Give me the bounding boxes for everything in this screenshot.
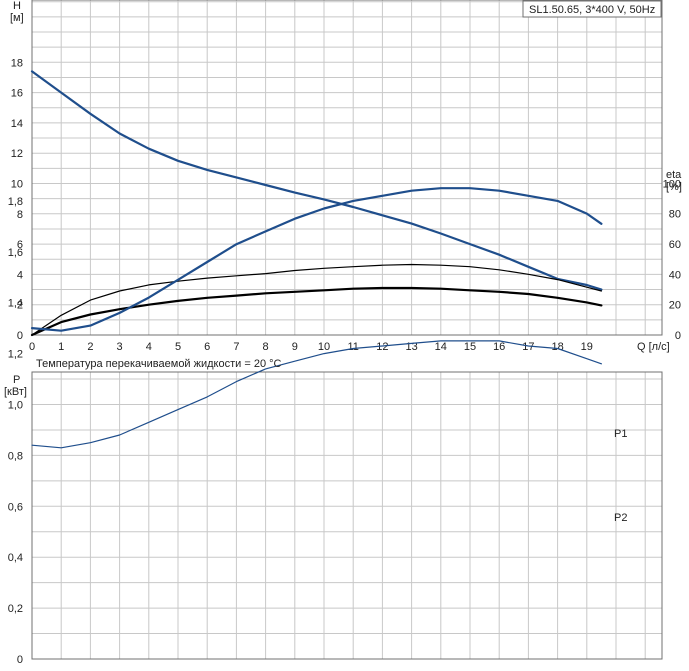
y-bottom-tick-label: 1,6 bbox=[8, 247, 23, 259]
x-tick-label: 19 bbox=[581, 341, 593, 353]
power-curve-p1 bbox=[30, 187, 603, 332]
x-tick-label: 15 bbox=[464, 341, 476, 353]
x-tick-label: 10 bbox=[318, 341, 330, 353]
y-left-tick-label: 12 bbox=[11, 148, 23, 160]
x-tick-label: 3 bbox=[117, 341, 123, 353]
x-tick-label: 0 bbox=[29, 341, 35, 353]
y-bottom-tick-label: 1,4 bbox=[8, 298, 23, 310]
y-bottom-tick-label: 0,2 bbox=[8, 603, 23, 615]
efficiency-curve-thick bbox=[30, 286, 603, 337]
y-bottom-tick-label: 1,8 bbox=[8, 196, 23, 208]
y-bottom-tick-label: 1,2 bbox=[8, 349, 23, 361]
x-tick-label: 18 bbox=[551, 341, 563, 353]
y-right-tick-label: 100 bbox=[663, 178, 681, 190]
y-right-tick-label: 20 bbox=[669, 300, 681, 312]
y-right-tick-label: 60 bbox=[669, 239, 681, 251]
bottom-tick-labels: 0 0,2 0,4 0,6 0,8 1,0 1,2 1,4 1,6 1,8 bbox=[8, 196, 23, 666]
x-tick-label: 5 bbox=[175, 341, 181, 353]
x-tick-label: 7 bbox=[233, 341, 239, 353]
y-left-tick-label: 2 bbox=[17, 300, 23, 312]
x-tick-label: 4 bbox=[146, 341, 152, 353]
x-tick-label: 17 bbox=[522, 341, 534, 353]
x-tick-label: 12 bbox=[376, 341, 388, 353]
y-bottom-tick-label: 0,8 bbox=[8, 450, 23, 462]
y-left-tick-label: 18 bbox=[11, 57, 23, 69]
x-tick-label: 2 bbox=[87, 341, 93, 353]
y-left-tick-label: 10 bbox=[11, 179, 23, 191]
efficiency-curve-thin bbox=[31, 263, 602, 336]
x-tick-label: 8 bbox=[263, 341, 269, 353]
y-right-tick-label: 40 bbox=[669, 269, 681, 281]
head-curve bbox=[30, 70, 603, 291]
top-grid bbox=[32, 0, 662, 335]
y-left-tick-label: 0 bbox=[17, 330, 23, 342]
y-right-tick-label: 80 bbox=[669, 209, 681, 221]
y-left-tick-label: 6 bbox=[17, 239, 23, 251]
y-left-label-line1: H bbox=[13, 0, 21, 12]
y-left-tick-label: 16 bbox=[11, 88, 23, 100]
y-left-label-line2: [м] bbox=[10, 12, 24, 24]
x-tick-label: 14 bbox=[435, 341, 447, 353]
header-box: SL1.50.65, 3*400 V, 50Hz bbox=[529, 4, 655, 16]
y-right-label-line2: [%] bbox=[666, 181, 682, 193]
y-bottom-tick-label: 0,4 bbox=[8, 552, 23, 564]
caption-temperature: Температура перекачиваемой жидкости = 20… bbox=[36, 358, 282, 370]
y-bottom-tick-label: 0 bbox=[17, 654, 23, 666]
y-right-label-line1: eta bbox=[666, 169, 682, 181]
top-series bbox=[30, 70, 603, 337]
x-tick-label: 11 bbox=[347, 341, 358, 353]
x-tick-label: 6 bbox=[204, 341, 210, 353]
y-left-tick-label: 8 bbox=[17, 209, 23, 221]
series-label-p2: P2 bbox=[614, 512, 627, 524]
top-plot-frame bbox=[31, 0, 663, 336]
x-tick-label: 9 bbox=[292, 341, 298, 353]
y-left-tick-label: 14 bbox=[11, 118, 23, 130]
power-curve-p2 bbox=[31, 340, 602, 449]
x-tick-label: 16 bbox=[493, 341, 505, 353]
y-right-tick-label: 0 bbox=[675, 330, 681, 342]
header-box-frame bbox=[522, 0, 662, 18]
y-bottom-label-line1: P bbox=[13, 374, 20, 386]
y-left-tick-label: 4 bbox=[17, 269, 23, 281]
y-bottom-label-line2: [кВт] bbox=[4, 386, 27, 398]
bottom-plot-frame bbox=[31, 371, 663, 660]
bottom-series bbox=[30, 187, 603, 449]
x-tick-label: 1 bbox=[58, 341, 64, 353]
series-label-p1: P1 bbox=[614, 428, 627, 440]
bottom-grid bbox=[32, 372, 662, 659]
x-axis-label: Q [л/с] bbox=[637, 341, 670, 353]
y-bottom-tick-label: 1,0 bbox=[8, 400, 23, 412]
y-bottom-tick-label: 0,6 bbox=[8, 501, 23, 513]
